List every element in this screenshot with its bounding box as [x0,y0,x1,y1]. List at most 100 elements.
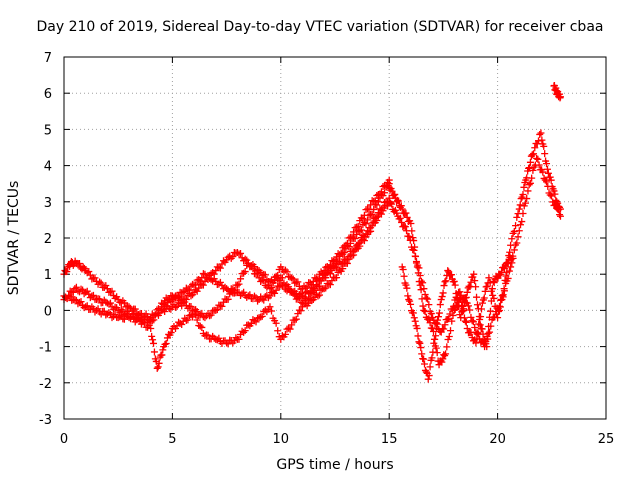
data-point [444,336,452,344]
data-point [326,281,334,289]
data-point [518,218,526,226]
data-point [210,270,218,278]
data-point [339,265,347,273]
data-point [97,279,105,287]
data-point [261,271,269,279]
data-point [520,183,528,191]
data-point [117,306,125,314]
data-point [407,300,415,308]
data-point [450,277,458,285]
data-point [343,259,351,267]
data-point [509,252,517,260]
data-point [257,277,265,285]
data-point [105,309,113,317]
data-point [534,137,542,145]
data-point [308,297,316,305]
data-point [354,222,362,230]
data-point [460,305,468,313]
data-point [212,306,220,314]
data-point [171,303,179,311]
data-point [249,265,257,273]
data-point [418,350,426,358]
data-point [471,324,479,332]
data-point [473,301,481,309]
data-point [69,288,77,296]
data-point [438,358,446,366]
data-point [88,275,96,283]
data-point [224,295,232,303]
data-point [470,270,478,278]
data-point [131,305,139,313]
data-point [420,306,428,314]
data-point [404,292,412,300]
data-point [519,209,527,217]
data-point [243,256,251,264]
data-point [275,283,283,291]
data-point [182,296,190,304]
data-point [540,142,548,150]
data-point [178,320,186,328]
data-point [533,154,541,162]
data-point [489,291,497,299]
data-point [546,191,554,199]
data-point [167,329,175,337]
data-point [382,182,390,190]
data-point [432,332,440,340]
data-point [434,313,442,321]
y-tick-label: -3 [39,413,52,428]
data-point [438,293,446,301]
data-point [145,321,153,329]
data-point [462,318,470,326]
data-point [274,327,282,335]
data-point [411,252,419,260]
data-point [394,196,402,204]
data-point [241,268,249,276]
data-point [398,205,406,213]
data-point [405,296,413,304]
data-point [83,302,91,310]
data-point [269,288,277,296]
x-tick-label: 25 [598,432,615,447]
data-point [328,257,336,265]
data-series-track-g [398,252,517,383]
data-point [288,274,296,282]
data-point [278,274,286,282]
data-point [302,284,310,292]
data-point [429,328,437,336]
data-point [421,360,429,368]
data-point [414,332,422,340]
data-point [266,303,274,311]
data-point [158,306,166,314]
data-point [480,294,488,302]
y-tick-label: 4 [44,160,52,175]
data-point [379,207,387,215]
data-point [212,267,220,275]
data-point [272,319,280,327]
data-point [396,214,404,222]
data-point [517,221,525,229]
data-point [345,255,353,263]
data-point [192,311,200,319]
data-point [148,317,156,325]
data-point [461,317,469,325]
data-point [446,310,454,318]
data-point [411,317,419,325]
data-point [409,309,417,317]
data-point [367,227,375,235]
data-point [227,288,235,296]
data-point [96,295,104,303]
data-point [515,227,523,235]
data-point [485,323,493,331]
data-point [440,325,448,333]
data-point [442,277,450,285]
data-point [291,316,299,324]
data-point [543,160,551,168]
data-point [523,195,531,203]
data-point [398,219,406,227]
data-point [435,309,443,317]
x-tick-label: 15 [381,432,398,447]
data-point [490,279,498,287]
data-point [213,306,221,314]
data-point [484,335,492,343]
